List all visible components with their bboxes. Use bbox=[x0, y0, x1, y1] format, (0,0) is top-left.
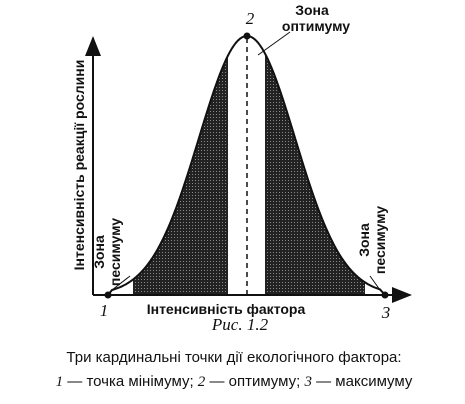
optimum-zone-1: Зона bbox=[295, 2, 329, 18]
caption-num: 3 bbox=[303, 374, 312, 390]
optimum-leader bbox=[257, 31, 291, 56]
left-leader bbox=[111, 275, 131, 291]
min-label: 1 bbox=[100, 301, 109, 320]
peak-label: 2 bbox=[246, 9, 255, 28]
left-pessimum-1: Зона bbox=[91, 235, 107, 269]
point-min bbox=[104, 291, 112, 299]
y-axis-label: Інтенсивність реакції рослини bbox=[71, 60, 87, 271]
caption-text: — точка мінімуму; bbox=[63, 373, 198, 390]
right-pessimum-2: песимуму bbox=[372, 206, 388, 274]
right-leader bbox=[369, 275, 381, 291]
figure-number: Рис. 1.2 bbox=[211, 315, 269, 334]
caption-text: — максимуму bbox=[312, 373, 413, 390]
right-shade bbox=[265, 36, 365, 295]
optimum-zone-2: оптимуму bbox=[282, 18, 350, 34]
caption-num: 2 bbox=[198, 374, 206, 390]
caption-line-2: 1 — точка мінімуму; 2 — оптимуму; 3 — ма… bbox=[56, 373, 413, 390]
shaded-zones bbox=[133, 36, 365, 295]
right-pessimum-1: Зона bbox=[356, 223, 372, 257]
caption-text: — оптимуму; bbox=[205, 373, 304, 390]
caption-num: 1 bbox=[56, 374, 64, 390]
caption-line-1: Три кардинальні точки дії екологічного ф… bbox=[66, 349, 401, 366]
left-pessimum-2: песимуму bbox=[107, 218, 123, 286]
point-max bbox=[381, 291, 389, 299]
max-label: 3 bbox=[381, 303, 391, 322]
x-axis-label: Інтенсивність фактора bbox=[147, 301, 306, 317]
point-opt bbox=[243, 32, 251, 40]
left-shade bbox=[133, 36, 228, 295]
